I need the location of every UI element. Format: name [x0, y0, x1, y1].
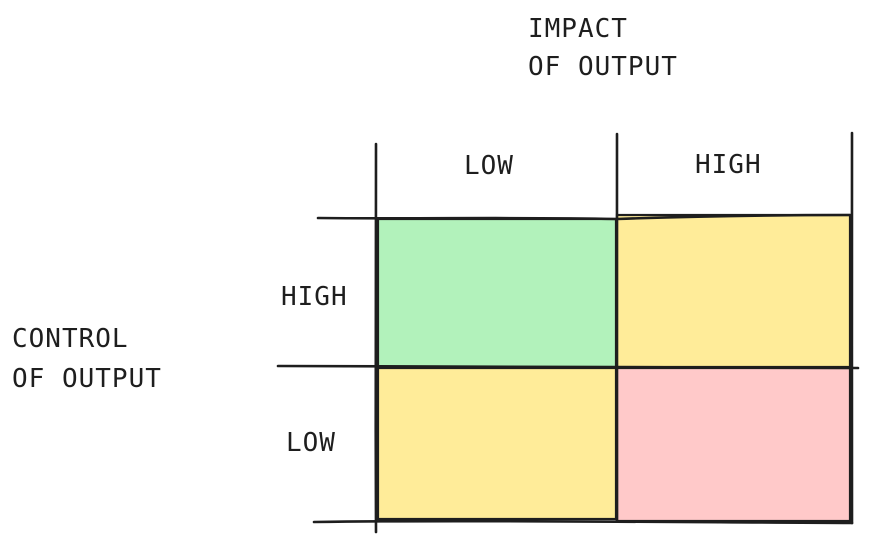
control-axis-title-line2: OF OUTPUT: [12, 364, 162, 394]
vertical-line-middle: [615, 132, 619, 523]
horizontal-line-bottom: [312, 519, 854, 525]
vertical-line-right: [850, 131, 854, 525]
horizontal-line-top: [316, 213, 852, 221]
row-header-high: HIGH: [281, 282, 348, 312]
horizontal-line-middle: [276, 364, 860, 370]
impact-axis-title-line2: OF OUTPUT: [528, 52, 678, 82]
impact-axis-title-line1: IMPACT: [528, 14, 628, 44]
control-axis-title-line1: CONTROL: [12, 324, 129, 354]
quadrant-low-control-low-impact: [376, 366, 618, 521]
quadrant-high-control-low-impact: [376, 217, 618, 369]
quadrant-high-control-high-impact: [615, 213, 852, 369]
quadrant-low-control-high-impact: [615, 366, 852, 523]
column-header-low: LOW: [464, 151, 514, 181]
column-header-high: HIGH: [695, 150, 762, 180]
row-header-low: LOW: [286, 428, 336, 458]
vertical-line-left: [374, 142, 378, 534]
